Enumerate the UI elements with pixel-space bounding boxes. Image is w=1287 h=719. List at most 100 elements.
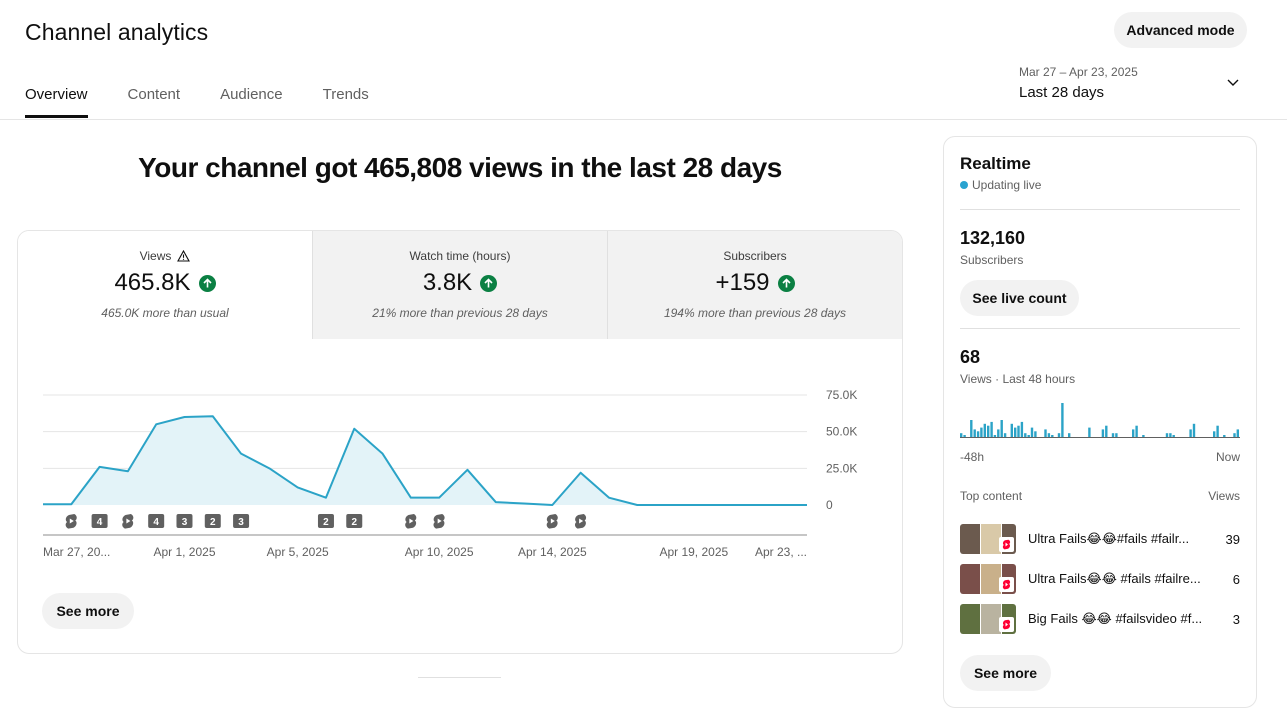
realtime-bar	[1057, 433, 1061, 437]
see-live-count-button[interactable]: See live count	[960, 280, 1079, 316]
tab-trends[interactable]: Trends	[322, 86, 369, 103]
realtime-bar	[1088, 427, 1091, 437]
realtime-bar	[1000, 420, 1003, 437]
shorts-upload-icon[interactable]	[433, 514, 445, 529]
date-range-label: Last 28 days	[1019, 84, 1105, 101]
tab-overview[interactable]: Overview	[25, 86, 88, 119]
page-indicator	[418, 677, 501, 678]
upload-count-badge[interactable]: 3	[233, 514, 250, 528]
shorts-upload-icon[interactable]	[122, 514, 134, 529]
metric-value: +159	[715, 269, 770, 296]
realtime-bar	[1047, 433, 1051, 437]
realtime-bar	[1068, 433, 1071, 437]
header-divider	[0, 119, 1287, 120]
x-tick-label: Apr 23, ...	[755, 545, 807, 559]
realtime-bar	[1051, 435, 1054, 437]
realtime-bar	[1213, 431, 1216, 437]
realtime-bar	[1111, 433, 1115, 437]
realtime-bar	[983, 423, 986, 437]
video-title: Big Fails 😂😂 #failsvideo #f...	[1028, 611, 1203, 626]
shorts-icon	[999, 577, 1014, 592]
shorts-upload-icon[interactable]	[574, 514, 587, 529]
metric-note: 194% more than previous 28 days	[663, 306, 847, 320]
realtime-bar	[976, 431, 980, 437]
chart-area-fill	[43, 416, 807, 505]
shorts-icon	[999, 617, 1014, 632]
see-more-button[interactable]: See more	[42, 593, 134, 629]
x-tick-label: Apr 19, 2025	[659, 545, 728, 559]
video-thumbnail	[960, 524, 1016, 554]
upload-count-badge[interactable]: 2	[204, 514, 221, 528]
realtime-bar	[980, 427, 983, 437]
realtime-bar	[1132, 429, 1135, 437]
upload-count-text: 2	[210, 517, 216, 528]
upload-count-text: 4	[153, 517, 159, 528]
metric-note: 465.0K more than usual	[101, 306, 229, 320]
realtime-see-more-button[interactable]: See more	[960, 655, 1051, 691]
metric-tab-views[interactable]: Views 465.8K 465.0K more than usual	[18, 231, 312, 339]
page-title: Channel analytics	[25, 19, 209, 45]
realtime-bar	[1165, 433, 1169, 437]
tab-content[interactable]: Content	[127, 86, 181, 103]
upload-count-text: 2	[323, 517, 329, 528]
y-tick-label: 75.0K	[826, 388, 857, 402]
trend-up-icon	[198, 274, 216, 292]
upload-count-badge[interactable]: 2	[317, 514, 334, 528]
warning-icon[interactable]	[177, 250, 191, 262]
upload-count-badge[interactable]: 2	[346, 514, 363, 528]
overview-chart-card: Views 465.8K 465.0K more than usual Watc…	[17, 230, 903, 654]
realtime-bar	[1192, 423, 1196, 437]
shorts-upload-icon[interactable]	[65, 514, 77, 529]
metric-tab-watch-time[interactable]: Watch time (hours) 3.8K 21% more than pr…	[312, 231, 607, 339]
tab-bar: Overview Content Audience Trends	[25, 86, 409, 119]
date-range-picker[interactable]: Mar 27 – Apr 23, 2025 Last 28 days	[1019, 65, 1249, 105]
realtime-bar	[1027, 435, 1030, 437]
realtime-bar	[997, 429, 1000, 437]
y-tick-label: 0	[826, 498, 833, 512]
realtime-bar-chart	[960, 403, 1240, 438]
metric-note: 21% more than previous 28 days	[372, 306, 548, 320]
top-content-row[interactable]: Ultra Fails😂😂 #fails #failre... 6	[960, 564, 1240, 594]
realtime-views-count: 68	[960, 347, 981, 367]
y-tick-label: 50.0K	[826, 425, 857, 439]
realtime-bar	[1135, 425, 1138, 437]
realtime-bar	[1044, 429, 1047, 437]
realtime-bar	[1061, 403, 1064, 437]
video-title: Ultra Fails😂😂 #fails #failre...	[1028, 571, 1201, 586]
divider	[960, 209, 1240, 210]
x-tick-label: Apr 1, 2025	[153, 545, 215, 559]
x-tick-label: Apr 10, 2025	[405, 545, 474, 559]
realtime-status: Updating live	[972, 178, 1042, 192]
views-line-chart: 75.0K 50.0K 25.0K 0 4 4 3 2 3 2 2 Mar 27, 20... Apr …	[42, 388, 857, 559]
upload-count-badge[interactable]: 4	[148, 514, 165, 528]
realtime-bar	[1030, 427, 1034, 437]
metric-tab-subscribers[interactable]: Subscribers +159 194% more than previous…	[607, 231, 902, 339]
realtime-bar	[1105, 425, 1108, 437]
tab-audience[interactable]: Audience	[220, 86, 283, 103]
metric-label: Views	[139, 249, 172, 263]
metric-label: Watch time (hours)	[409, 249, 511, 263]
top-content-row[interactable]: Ultra Fails😂😂#fails #failr... 39	[960, 524, 1240, 554]
video-thumbnail	[960, 604, 1016, 634]
realtime-bar	[963, 435, 966, 437]
metric-value: 3.8K	[422, 269, 473, 296]
shorts-upload-icon[interactable]	[546, 514, 558, 529]
realtime-bar	[1020, 421, 1024, 437]
subscriber-label: Subscribers	[960, 253, 1024, 267]
realtime-bar	[970, 420, 973, 437]
realtime-bar	[1172, 435, 1175, 437]
advanced-mode-button[interactable]: Advanced mode	[1114, 12, 1247, 48]
upload-count-text: 3	[238, 517, 244, 528]
top-content-row[interactable]: Big Fails 😂😂 #failsvideo #f... 3	[960, 604, 1240, 634]
metric-tabs: Views 465.8K 465.0K more than usual Watc…	[18, 231, 902, 339]
realtime-bar	[1223, 435, 1226, 437]
realtime-bar	[1101, 429, 1105, 437]
upload-count-badge[interactable]: 3	[176, 514, 193, 528]
upload-count-badge[interactable]: 4	[91, 514, 108, 528]
mini-chart-end-label: Now	[1216, 450, 1241, 464]
series-line	[43, 415, 807, 506]
views-column-label: Views	[1208, 489, 1240, 503]
realtime-bar	[1169, 433, 1172, 437]
realtime-bar	[1189, 429, 1192, 437]
shorts-upload-icon[interactable]	[405, 514, 417, 529]
